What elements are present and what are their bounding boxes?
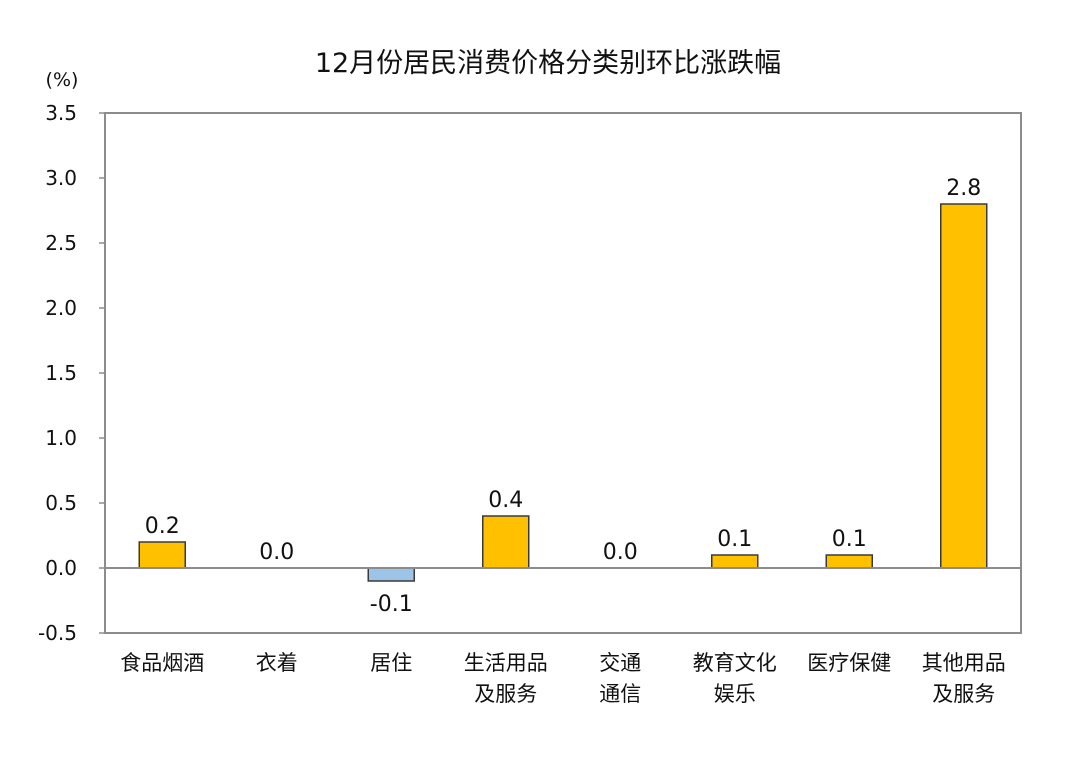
bar bbox=[711, 554, 759, 569]
bar bbox=[825, 554, 873, 569]
x-tick-label: 及服务 bbox=[474, 682, 537, 706]
y-tick-label: 1.5 bbox=[45, 361, 77, 385]
y-tick-label: -0.5 bbox=[38, 621, 77, 645]
chart-title: 12月份居民消费价格分类别环比涨跌幅 bbox=[315, 48, 781, 79]
bar bbox=[138, 541, 186, 569]
data-label: 0.2 bbox=[145, 514, 180, 539]
y-tick-label: 0.5 bbox=[45, 491, 77, 515]
y-tick-label: 0.0 bbox=[45, 556, 77, 580]
bar bbox=[482, 515, 530, 569]
y-tick-label: 3.5 bbox=[45, 101, 77, 125]
data-label: 0.4 bbox=[488, 488, 523, 513]
y-tick-label: 1.0 bbox=[45, 426, 77, 450]
x-tick-label: 娱乐 bbox=[714, 682, 756, 706]
x-tick-label: 其他用品 bbox=[922, 651, 1006, 675]
bar bbox=[940, 203, 988, 569]
data-label: 0.0 bbox=[259, 540, 294, 565]
data-label: 0.1 bbox=[832, 527, 867, 552]
y-tick-label: 2.5 bbox=[45, 231, 77, 255]
x-tick-label: 衣着 bbox=[256, 651, 298, 675]
data-label: 2.8 bbox=[946, 176, 981, 201]
y-tick-label: 3.0 bbox=[45, 166, 77, 190]
data-label: 0.0 bbox=[603, 540, 638, 565]
x-tick-label: 及服务 bbox=[932, 682, 995, 706]
bar bbox=[367, 567, 415, 582]
y-tick-label: 2.0 bbox=[45, 296, 77, 320]
x-tick-label: 教育文化 bbox=[693, 651, 777, 675]
data-label: 0.1 bbox=[717, 527, 752, 552]
data-label: -0.1 bbox=[370, 592, 413, 617]
x-tick-label: 居住 bbox=[370, 651, 412, 675]
plot-area-border bbox=[104, 112, 1022, 634]
x-tick-label: 食品烟酒 bbox=[120, 651, 204, 675]
x-tick-label: 医疗保健 bbox=[807, 651, 891, 675]
x-tick-label: 生活用品 bbox=[464, 651, 548, 675]
x-tick-label: 交通 bbox=[599, 651, 641, 675]
y-axis-unit-label: (%) bbox=[46, 69, 79, 91]
x-tick-label: 通信 bbox=[599, 682, 641, 706]
